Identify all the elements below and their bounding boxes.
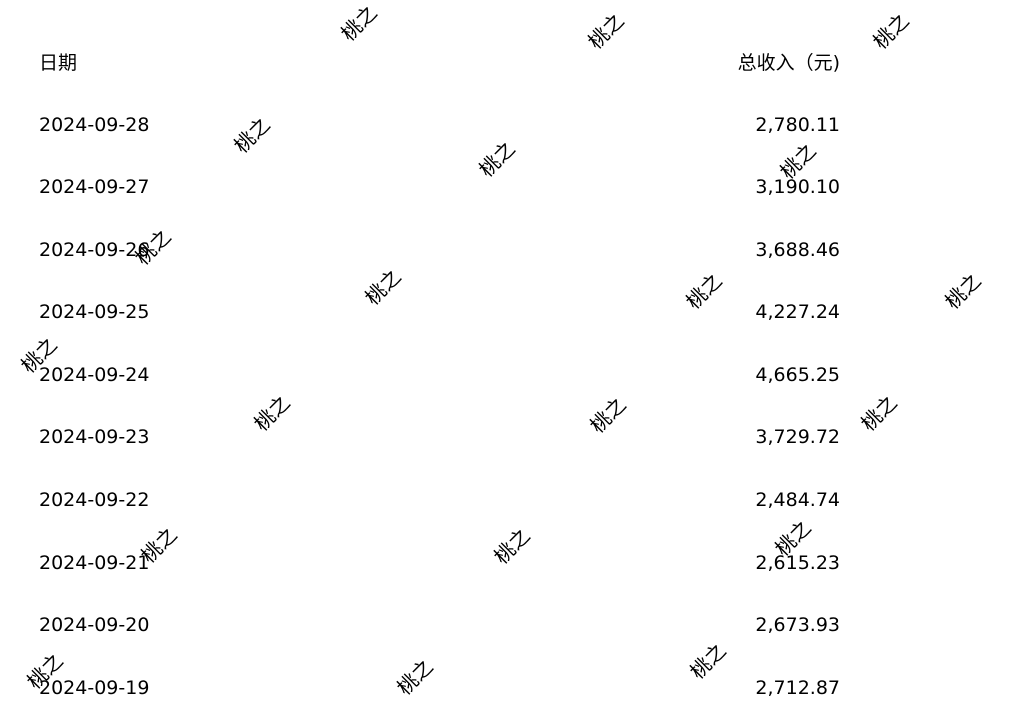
date-cell: 2024-09-19: [39, 677, 150, 699]
date-cell: 2024-09-21: [39, 552, 150, 574]
date-cell: 2024-09-23: [39, 426, 150, 448]
table-row: 2024-09-24 4,665.25: [0, 355, 1024, 395]
date-cell: 2024-09-24: [39, 364, 150, 386]
revenue-cell: 3,190.10: [755, 176, 840, 198]
date-cell: 2024-09-22: [39, 489, 150, 511]
table-row: 2024-09-28 2,780.11: [0, 105, 1024, 145]
table-row: 2024-09-27 3,190.10: [0, 167, 1024, 207]
table-row: 2024-09-20 2,673.93: [0, 605, 1024, 645]
date-cell: 2024-09-28: [39, 114, 150, 136]
revenue-cell: 2,615.23: [755, 552, 840, 574]
revenue-cell: 2,673.93: [755, 614, 840, 636]
date-cell: 2024-09-20: [39, 614, 150, 636]
revenue-cell: 3,729.72: [755, 426, 840, 448]
table-row: 2024-09-21 2,615.23: [0, 543, 1024, 583]
revenue-cell: 3,688.46: [755, 239, 840, 261]
revenue-cell: 2,484.74: [755, 489, 840, 511]
revenue-column-header: 总收入（元): [737, 52, 840, 74]
date-cell: 2024-09-27: [39, 176, 150, 198]
table-row: 2024-09-25 4,227.24: [0, 292, 1024, 332]
revenue-cell: 2,712.87: [755, 677, 840, 699]
table-row: 2024-09-19 2,712.87: [0, 668, 1024, 708]
table-row: 2024-09-23 3,729.72: [0, 417, 1024, 457]
table-header-row: 日期 总收入（元): [0, 43, 1024, 83]
table-row: 2024-09-22 2,484.74: [0, 480, 1024, 520]
date-cell: 2024-09-25: [39, 301, 150, 323]
revenue-cell: 2,780.11: [755, 114, 840, 136]
revenue-cell: 4,227.24: [755, 301, 840, 323]
date-cell: 2024-09-26: [39, 239, 150, 261]
date-column-header: 日期: [39, 52, 78, 74]
revenue-cell: 4,665.25: [755, 364, 840, 386]
table-row: 2024-09-26 3,688.46: [0, 230, 1024, 270]
